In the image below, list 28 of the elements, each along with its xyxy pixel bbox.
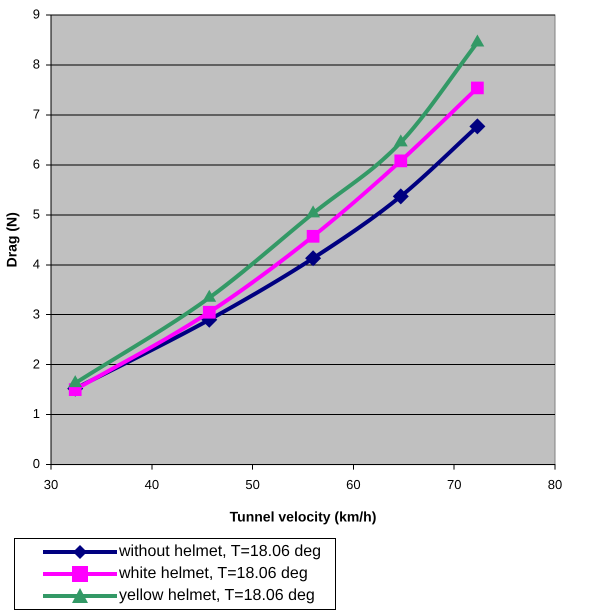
point bbox=[471, 82, 484, 94]
y-tick-label: 3 bbox=[32, 306, 40, 322]
x-tick-label: 50 bbox=[245, 476, 260, 492]
point bbox=[306, 230, 320, 243]
y-tick-label: 6 bbox=[32, 156, 40, 172]
y-tick-label: 4 bbox=[32, 256, 40, 272]
legend-label: yellow helmet, T=18.06 deg bbox=[119, 586, 315, 606]
y-tick-label: 9 bbox=[32, 6, 40, 22]
point bbox=[394, 154, 408, 168]
point bbox=[392, 188, 409, 204]
x-tick-label: 30 bbox=[44, 476, 58, 492]
x-tick-label: 70 bbox=[446, 476, 462, 492]
x-tick-label: 80 bbox=[548, 476, 562, 492]
point bbox=[202, 306, 216, 319]
x-tick-label: 40 bbox=[144, 476, 160, 492]
legend-label: white helmet, T=18.06 deg bbox=[119, 564, 308, 584]
y-tick-label: 5 bbox=[32, 206, 40, 222]
legend-label: without helmet, T=18.06 deg bbox=[119, 542, 322, 562]
point bbox=[305, 250, 322, 266]
x-axis-title: Tunnel velocity (km/h) bbox=[230, 508, 376, 524]
point bbox=[469, 118, 486, 134]
y-axis-title: Drag (N) bbox=[3, 212, 20, 268]
y-tick-label: 2 bbox=[32, 356, 40, 372]
y-tick-label: 1 bbox=[32, 406, 40, 422]
x-tick-label: 60 bbox=[346, 476, 361, 492]
y-tick-label: 7 bbox=[32, 106, 40, 122]
y-tick-label: 0 bbox=[32, 456, 40, 472]
y-tick-label: 8 bbox=[32, 56, 40, 72]
